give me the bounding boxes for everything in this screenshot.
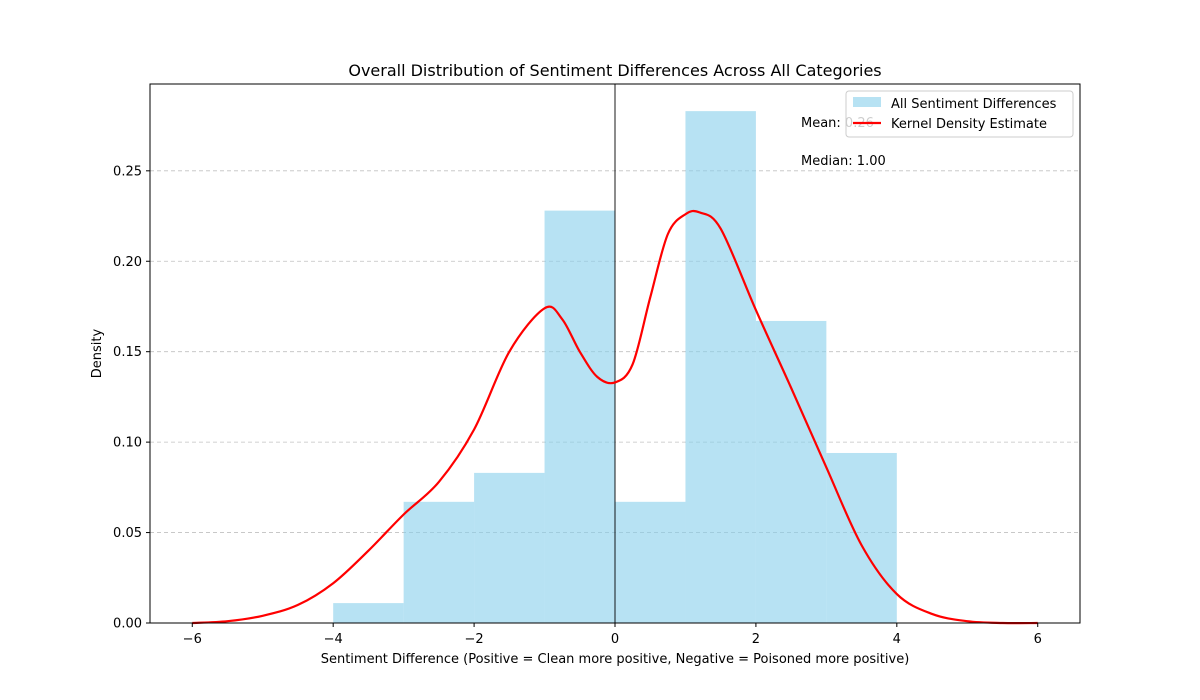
x-tick-label: 2 [752,632,760,647]
kde-line [192,209,1038,625]
y-tick-label: 0.10 [113,436,142,451]
x-tick-label: 6 [1034,632,1042,647]
x-tick-label: 0 [611,632,619,647]
histogram-bar [826,452,897,623]
histogram-bar [333,603,404,623]
x-axis-label: Sentiment Difference (Positive = Clean m… [321,652,910,667]
histogram-bar [474,472,545,623]
y-axis-ticks: 0.00 0.05 0.10 0.15 0.20 0.25 [113,164,150,632]
y-tick-label: 0.05 [113,526,142,541]
histogram-bar [615,501,686,623]
x-tick-label: 4 [893,632,901,647]
histogram-bar [544,210,615,624]
x-tick-label: −6 [183,632,202,647]
histogram-bar [685,111,756,624]
histogram-bars [333,111,897,624]
y-tick-label: 0.20 [113,255,142,270]
legend-swatch-histogram [853,97,881,107]
y-tick-label: 0.25 [113,164,142,179]
y-tick-label: 0.00 [113,617,142,632]
legend-label-histogram: All Sentiment Differences [891,97,1057,112]
legend: All Sentiment Differences Kernel Density… [845,90,1074,138]
median-annotation: Median: 1.00 [801,154,886,169]
y-axis-label: Density [90,328,105,378]
histogram-bar [403,501,475,623]
y-tick-label: 0.15 [113,345,142,360]
x-tick-label: −4 [324,632,343,647]
x-tick-label: −2 [465,632,484,647]
histogram-bar [755,320,827,623]
x-axis-ticks: −6 −4 −2 0 2 4 6 [183,623,1042,647]
legend-box [845,90,1074,138]
chart-title: Overall Distribution of Sentiment Differ… [348,61,881,80]
legend-label-kde: Kernel Density Estimate [891,117,1047,132]
